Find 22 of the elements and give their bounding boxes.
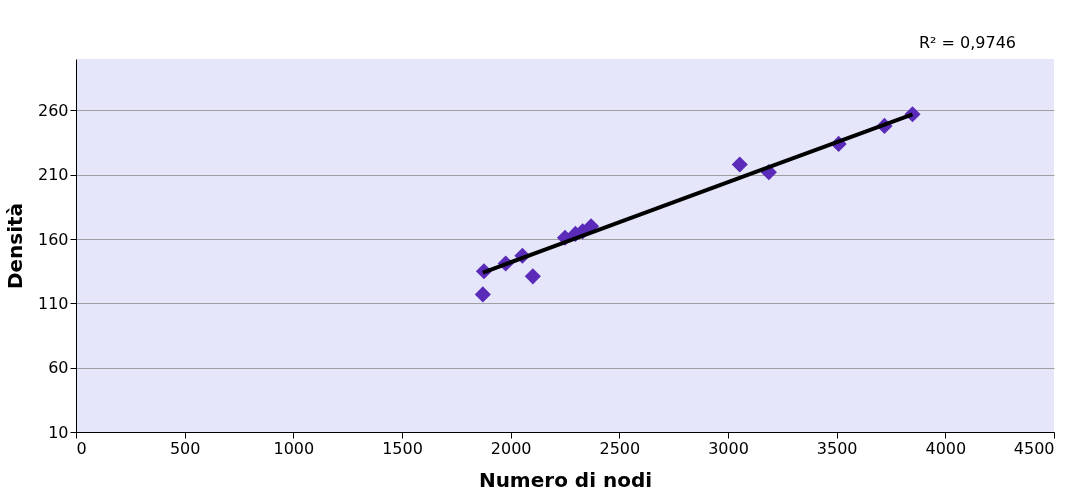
x-tick-label: 2000 [490,438,532,458]
y-tick-label: 160 [37,229,69,249]
y-tick-label: 260 [37,100,69,120]
y-tick-label: 110 [37,293,69,313]
x-tick-label: 4000 [925,438,967,458]
y-tick-label: 210 [37,165,69,185]
x-tick-label: 500 [169,438,201,458]
x-tick-label: 1500 [382,438,423,458]
y-tick-label: 60 [48,358,69,378]
x-tick-label: 3500 [816,438,858,458]
x-tick-label: 3000 [708,438,749,458]
text: R² = 0,9746 [918,33,1016,52]
x-tick-label: 0 [76,438,87,458]
x-tick-label: 1000 [273,438,315,458]
x-axis-title: Numero di nodi [478,467,653,492]
point [524,268,541,285]
y-tick-label: 10 [48,422,69,442]
y-axis-title: Densità [2,202,27,290]
point [474,286,491,303]
point [731,156,748,173]
x-tick-label: 2500 [599,438,641,458]
x-tick-label: 4500 [1013,438,1055,458]
